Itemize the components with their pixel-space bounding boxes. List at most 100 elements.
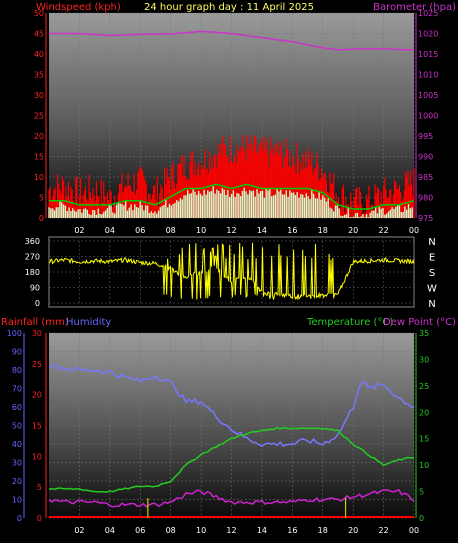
barometer-line: [49, 30, 415, 51]
temperature-tick-label: 30: [419, 355, 429, 364]
hour-tick-label: 08: [166, 526, 176, 535]
direction-tick-label: 180: [25, 268, 40, 277]
barometer-tick-label: 980: [418, 194, 433, 203]
windspeed-axis-title: Windspeed (kph): [36, 2, 121, 13]
rain-tick-label: 20: [32, 391, 42, 400]
barometer-tick-label: 1005: [418, 91, 438, 100]
humidity-tick-label: 90: [12, 348, 22, 357]
hour-tick-label: 22: [378, 526, 388, 535]
average-line: [49, 183, 415, 210]
rainfall-axis-title: Rainfall (mm): [1, 317, 69, 328]
humidity-line: [48, 362, 415, 447]
rain-tick-label: 15: [32, 422, 42, 431]
hour-tick-label: 02: [74, 526, 84, 535]
temperature-tick-label: 25: [419, 382, 429, 391]
wind-tick-label: 5: [39, 194, 44, 203]
humidity-tick-label: 60: [12, 403, 22, 412]
wind-tick-label: 25: [34, 112, 44, 121]
direction-tick-label: 270: [25, 253, 40, 262]
barometer-tick-label: 990: [418, 153, 433, 162]
page-title: 24 hour graph day : 11 April 2025: [144, 2, 314, 13]
hour-tick-label: 12: [226, 526, 236, 535]
temp-humidity-panel: 0 10 20 30 40 50 60 70 80 90 100 0 5 10 15 20 25 30 0 5 10 15…: [7, 329, 429, 535]
direction-tick-label: 360: [25, 237, 40, 246]
humidity-tick-label: 30: [12, 459, 22, 468]
wind-panel-series: [48, 30, 415, 218]
barometer-tick-label: 1000: [418, 112, 438, 121]
direction-panel-axes: 0 N 90 W 180 S 270 E 360 N: [25, 237, 437, 310]
hour-tick-label: 10: [196, 526, 206, 535]
hour-tick-label: 08: [166, 226, 176, 235]
wind-tick-label: 15: [34, 153, 44, 162]
rain-tick-label: 30: [32, 329, 42, 338]
rain-tick-label: 5: [37, 483, 42, 492]
temp-panel-series: [48, 362, 415, 518]
rain-tick-label: 25: [32, 360, 42, 369]
direction-panel-grid: [49, 240, 415, 304]
hour-tick-label: 04: [105, 526, 115, 535]
compass-label: E: [429, 253, 435, 264]
dewpoint-line: [48, 488, 415, 508]
humidity-tick-label: 70: [12, 385, 22, 394]
dewpoint-axis-title: Dew Point (°C): [383, 317, 456, 328]
rain-tick-label: 10: [32, 452, 42, 461]
temperature-tick-label: 0: [419, 514, 424, 523]
wind-tick-label: 0: [39, 214, 44, 223]
wind-tick-label: 35: [34, 71, 44, 80]
temp-panel-axes: 0 10 20 30 40 50 60 70 80 90 100 0 5 10 15 20 25 30 0 5 10 15…: [7, 329, 429, 535]
hour-tick-label: 10: [196, 226, 206, 235]
wind-tick-label: 10: [34, 173, 44, 182]
direction-panel-series: [48, 242, 415, 301]
direction-panel-frame: [48, 236, 415, 308]
humidity-tick-label: 50: [12, 422, 22, 431]
wind-tick-label: 40: [34, 50, 44, 59]
barometer-tick-label: 1020: [418, 30, 438, 39]
hour-tick-label: 18: [318, 226, 328, 235]
humidity-tick-label: 100: [7, 329, 22, 338]
wind-tick-label: 50: [34, 9, 44, 18]
humidity-axis-title: Humidity: [66, 317, 111, 328]
hour-tick-label: 14: [257, 526, 267, 535]
rain-tick-label: 0: [37, 514, 42, 523]
compass-label: S: [429, 268, 435, 279]
compass-label: N: [428, 299, 435, 310]
temperature-tick-label: 35: [419, 329, 429, 338]
temperature-tick-label: 10: [419, 461, 429, 470]
hour-tick-label: 22: [378, 226, 388, 235]
compass-label: N: [428, 237, 435, 248]
humidity-tick-label: 20: [12, 477, 22, 486]
humidity-tick-label: 80: [12, 366, 22, 375]
wind-direction-panel: 0 N 90 W 180 S 270 E 360 N: [25, 236, 437, 310]
direction-tick-label: 90: [30, 284, 40, 293]
humidity-tick-label: 40: [12, 440, 22, 449]
barometer-axis-title: Barometer (hpa): [373, 2, 456, 13]
compass-label: W: [427, 284, 437, 295]
barometer-tick-label: 1025: [418, 9, 438, 18]
barometer-tick-label: 985: [418, 173, 433, 182]
temperature-tick-label: 15: [419, 435, 429, 444]
hour-tick-label: 16: [287, 526, 297, 535]
humidity-tick-label: 0: [17, 514, 22, 523]
hour-tick-label: 02: [74, 226, 84, 235]
barometer-tick-label: 995: [418, 132, 433, 141]
temperature-tick-label: 5: [419, 488, 424, 497]
temperature-tick-label: 20: [419, 408, 429, 417]
hour-tick-label: 20: [348, 526, 358, 535]
direction-trace: [48, 242, 415, 301]
hour-tick-label: 04: [105, 226, 115, 235]
humidity-tick-label: 10: [12, 496, 22, 505]
temperature-axis-title: Temperature (°C): [306, 317, 393, 328]
hour-tick-label: 16: [287, 226, 297, 235]
hour-tick-label: 14: [257, 226, 267, 235]
temperature-line: [48, 426, 415, 493]
barometer-tick-label: 1015: [418, 50, 438, 59]
hour-tick-label: 18: [318, 526, 328, 535]
wind-tick-label: 30: [34, 91, 44, 100]
barometer-tick-label: 1010: [418, 71, 438, 80]
hour-tick-label: 06: [135, 526, 145, 535]
direction-tick-label: 0: [35, 299, 40, 308]
hour-tick-label: 00: [409, 226, 419, 235]
